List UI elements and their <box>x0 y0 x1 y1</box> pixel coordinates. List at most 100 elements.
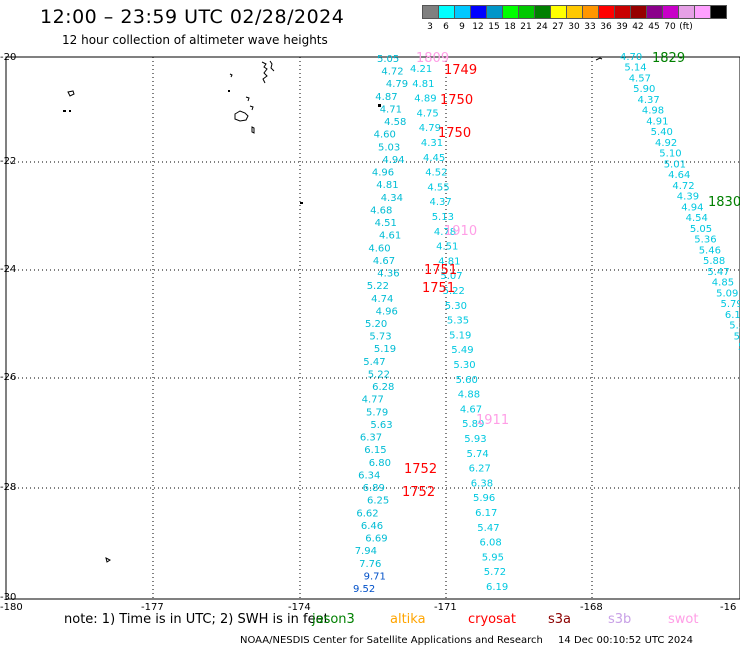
wave-height-value: 5.14 <box>624 63 646 74</box>
map-title: 12:00 – 23:59 UTC 02/28/2024 <box>40 6 345 28</box>
pass-time-label: 1751 <box>422 281 455 296</box>
wave-height-value: 4.81 <box>412 79 434 90</box>
wave-height-value: 5.96 <box>473 493 495 504</box>
wave-height-value: 5.05 <box>377 54 399 65</box>
wave-height-value: 5.22 <box>368 370 390 381</box>
wave-height-value: 7.94 <box>355 546 377 557</box>
legend-cryosat: cryosat <box>468 612 516 627</box>
scale-label: 3 <box>427 22 433 32</box>
wave-height-value: 5.22 <box>367 281 389 292</box>
wave-height-value: 4.77 <box>362 395 384 406</box>
lat-label: -30 <box>0 592 17 603</box>
scale-label: (ft) <box>679 22 693 32</box>
wave-height-value: 4.45 <box>423 153 445 164</box>
pass-time-label: 1830 <box>708 195 740 210</box>
wave-height-value: 4.89 <box>414 94 436 105</box>
legend-note: note: 1) Time is in UTC; 2) SWH is in fe… <box>64 612 329 627</box>
footer: NOAA/NESDIS Center for Satellite Applica… <box>240 635 693 646</box>
wave-height-value: 4.94 <box>681 202 703 213</box>
footer-generated: 14 Dec 00:10:52 UTC 2024 <box>558 635 694 646</box>
pass-time-label: 1911 <box>476 413 509 428</box>
wave-height-value: 5.07 <box>734 331 740 342</box>
map-frame <box>5 56 740 600</box>
wave-height-value: 5.49 <box>451 345 473 356</box>
wave-height-value: 4.54 <box>686 213 708 224</box>
wave-height-value: 4.81 <box>438 256 460 267</box>
wave-height-value: 4.96 <box>372 168 394 179</box>
scale-label: 6 <box>443 22 449 32</box>
wave-height-value: 5.35 <box>447 316 469 327</box>
wave-height-value: 5.95 <box>482 552 504 563</box>
wave-height-value: 4.72 <box>672 181 694 192</box>
lon-label: -171 <box>434 602 457 613</box>
wave-height-value: 4.98 <box>642 106 664 117</box>
wave-height-value: 5.10 <box>659 149 681 160</box>
wave-height-value: 4.60 <box>374 130 396 141</box>
scale-label: 24 <box>536 22 548 32</box>
wave-height-value: 5.63 <box>370 420 392 431</box>
wave-height-value: 7.76 <box>359 559 381 570</box>
wave-height-value: 4.58 <box>384 117 406 128</box>
wave-height-value: 4.67 <box>460 404 482 415</box>
wave-height-value: 4.96 <box>376 306 398 317</box>
wave-height-value: 4.39 <box>677 192 699 203</box>
pass-time-label: 1829 <box>652 51 685 66</box>
wave-height-value: 4.91 <box>646 116 668 127</box>
wave-height-value: 5.79 <box>721 299 740 310</box>
lon-label: -168 <box>580 602 603 613</box>
wave-height-value: 5.13 <box>432 212 454 223</box>
wave-height-value: 5.19 <box>374 344 396 355</box>
map-subtitle: 12 hour collection of altimeter wave hei… <box>62 33 328 47</box>
pass-time-label: 1750 <box>440 93 473 108</box>
color-scale-bar <box>422 5 727 19</box>
wave-height-value: 5.19 <box>449 330 471 341</box>
scale-label: 27 <box>552 22 564 32</box>
wave-height-value: 6.80 <box>369 458 391 469</box>
pass-time-label: 1751 <box>424 263 457 278</box>
wave-height-value: 4.31 <box>421 138 443 149</box>
wave-height-value: 4.52 <box>425 168 447 179</box>
wave-height-value: 4.34 <box>381 193 403 204</box>
wave-height-value: 5.05 <box>690 224 712 235</box>
wave-height-value: 5.01 <box>664 159 686 170</box>
scale-label: 45 <box>648 22 660 32</box>
wave-height-value: 9.71 <box>364 571 386 582</box>
scale-label: 70 <box>664 22 676 32</box>
lat-label: -24 <box>0 264 17 275</box>
wave-height-value: 6.62 <box>356 508 378 519</box>
lat-label: -26 <box>0 372 17 383</box>
wave-height-value: 4.55 <box>427 182 449 193</box>
wave-height-value: 5.07 <box>440 271 462 282</box>
wave-height-value: 4.78 <box>434 227 456 238</box>
pass-time-label: 1752 <box>402 485 435 500</box>
wave-height-value: 4.85 <box>712 278 734 289</box>
wave-height-value: 4.72 <box>381 67 403 78</box>
legend-jason3: jason3 <box>312 612 355 627</box>
footer-credit: NOAA/NESDIS Center for Satellite Applica… <box>240 635 543 646</box>
wave-height-value: 5.30 <box>445 301 467 312</box>
wave-height-value: 5.36 <box>694 235 716 246</box>
wave-height-value: 4.57 <box>629 74 651 85</box>
lon-label: -16 <box>720 602 737 613</box>
wave-height-value: 6.37 <box>360 433 382 444</box>
wave-height-value: 4.94 <box>382 155 404 166</box>
wave-height-value: 5.47 <box>707 267 729 278</box>
color-swatch <box>710 5 727 19</box>
wave-height-value: 6.25 <box>367 496 389 507</box>
wave-height-value: 4.68 <box>370 205 392 216</box>
wave-height-values: 5.054.724.794.874.714.584.605.034.944.96… <box>353 52 740 595</box>
wave-height-value: 5.72 <box>484 567 506 578</box>
wave-height-value: 4.87 <box>375 92 397 103</box>
island-outlines <box>67 57 603 563</box>
scale-label: 12 <box>472 22 484 32</box>
wave-height-value: 5.47 <box>477 523 499 534</box>
wave-height-value: 6.34 <box>358 470 380 481</box>
wave-height-value: 6.17 <box>725 310 740 321</box>
wave-height-value: 9.52 <box>353 584 375 595</box>
wave-height-value: 5.20 <box>365 319 387 330</box>
wave-height-value: 5.31 <box>729 321 740 332</box>
wave-height-value: 4.74 <box>371 294 393 305</box>
scale-label: 9 <box>459 22 465 32</box>
